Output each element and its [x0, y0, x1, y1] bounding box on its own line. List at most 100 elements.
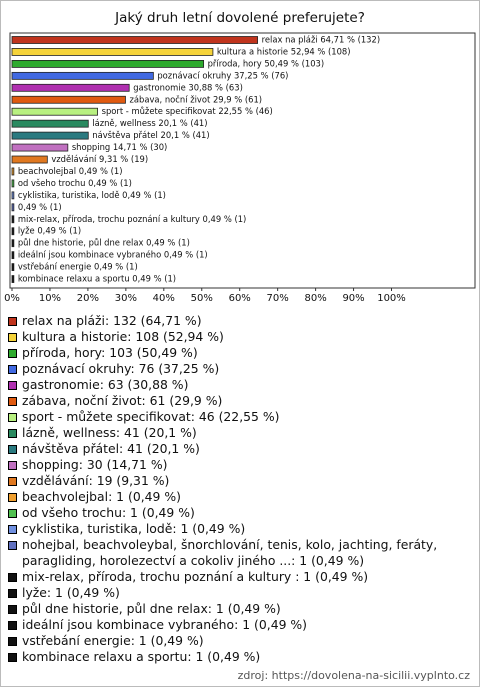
x-tick-label: 50% — [191, 293, 213, 304]
legend-item: nohejbal, beachvoleybal, šnorchlování, t… — [8, 537, 472, 569]
legend-label: poznávací okruhy: 76 (37,25 %) — [22, 361, 220, 376]
legend-label: nohejbal, beachvoleybal, šnorchlování, t… — [22, 537, 438, 568]
bar — [11, 251, 15, 260]
legend: relax na pláži: 132 (64,71 %) kultura a h… — [8, 313, 472, 665]
legend-swatch — [8, 365, 17, 374]
bar-label: návštěva přátel 20,1 % (41) — [92, 130, 209, 140]
legend-label: sport - můžete specifikovat: 46 (22,55 %… — [22, 409, 280, 424]
legend-label: cyklistika, turistika, lodě: 1 (0,49 %) — [22, 521, 246, 536]
bar — [11, 203, 15, 212]
legend-item: mix-relax, příroda, trochu poznání a kul… — [8, 569, 472, 585]
bar-label: ideální jsou kombinace vybraného 0,49 % … — [18, 250, 208, 260]
legend-swatch — [8, 413, 17, 422]
legend-item: cyklistika, turistika, lodě: 1 (0,49 %) — [8, 521, 472, 537]
legend-label: příroda, hory: 103 (50,49 %) — [22, 345, 198, 360]
legend-label: kultura a historie: 108 (52,94 %) — [22, 329, 224, 344]
bar — [11, 227, 15, 236]
legend-swatch — [8, 445, 17, 454]
bar-label: poznávací okruhy 37,25 % (76) — [157, 70, 288, 80]
legend-item: kultura a historie: 108 (52,94 %) — [8, 329, 472, 345]
legend-swatch — [8, 653, 17, 662]
bar-label: příroda, hory 50,49 % (103) — [208, 58, 325, 68]
legend-swatch — [8, 461, 17, 470]
bar — [11, 48, 214, 56]
bar — [11, 107, 98, 116]
source: zdroj: https://dovolena-na-sicilii.vypln… — [237, 669, 470, 682]
legend-label: vzdělávání: 19 (9,31 %) — [22, 473, 170, 488]
bar — [11, 167, 15, 176]
legend-item: beachvolejbal: 1 (0,49 %) — [8, 489, 472, 505]
bar-label: gastronomie 30,88 % (63) — [133, 82, 243, 92]
legend-swatch — [8, 541, 17, 550]
bar-label: cyklistika, turistika, lodě 0,49 % (1) — [18, 190, 166, 200]
bar — [11, 95, 126, 104]
legend-item: vzdělávání: 19 (9,31 %) — [8, 473, 472, 489]
legend-swatch — [8, 397, 17, 406]
bar — [11, 191, 15, 200]
legend-swatch — [8, 509, 17, 518]
bar — [11, 179, 15, 188]
legend-item: půl dne historie, půl dne relax: 1 (0,49… — [8, 601, 472, 617]
legend-label: mix-relax, příroda, trochu poznání a kul… — [22, 569, 369, 584]
legend-item: ideální jsou kombinace vybraného: 1 (0,4… — [8, 617, 472, 633]
legend-item: lyže: 1 (0,49 %) — [8, 585, 472, 601]
bar — [11, 155, 48, 164]
legend-label: vstřebání energie: 1 (0,49 %) — [22, 633, 204, 648]
legend-item: příroda, hory: 103 (50,49 %) — [8, 345, 472, 361]
legend-label: návštěva přátel: 41 (20,1 %) — [22, 441, 200, 456]
legend-item: lázně, wellness: 41 (20,1 %) — [8, 425, 472, 441]
legend-label: relax na pláži: 132 (64,71 %) — [22, 313, 202, 328]
legend-item: poznávací okruhy: 76 (37,25 %) — [8, 361, 472, 377]
legend-label: beachvolejbal: 1 (0,49 %) — [22, 489, 181, 504]
legend-swatch — [8, 381, 17, 390]
bar-label: shopping 14,71 % (30) — [72, 142, 168, 152]
x-tick-label: 70% — [267, 293, 289, 304]
bar-label: lyže 0,49 % (1) — [18, 226, 81, 236]
legend-item: vstřebání energie: 1 (0,49 %) — [8, 633, 472, 649]
legend-item: shopping: 30 (14,71 %) — [8, 457, 472, 473]
legend-swatch — [8, 477, 17, 486]
legend-label: lyže: 1 (0,49 %) — [22, 585, 120, 600]
bar — [11, 143, 69, 152]
legend-item: návštěva přátel: 41 (20,1 %) — [8, 441, 472, 457]
bar-label: kultura a historie 52,94 % (108) — [217, 46, 351, 56]
bar — [11, 239, 15, 248]
legend-item: od všeho trochu: 1 (0,49 %) — [8, 505, 472, 521]
legend-label: kombinace relaxu a sportu: 1 (0,49 %) — [22, 649, 261, 664]
legend-label: lázně, wellness: 41 (20,1 %) — [22, 425, 197, 440]
legend-swatch — [8, 493, 17, 502]
legend-swatch — [8, 589, 17, 598]
legend-swatch — [8, 317, 17, 326]
x-tick-label: 80% — [304, 293, 326, 304]
legend-label: od všeho trochu: 1 (0,49 %) — [22, 505, 195, 520]
chart-title: Jaký druh letní dovolené preferujete? — [114, 10, 365, 26]
legend-label: ideální jsou kombinace vybraného: 1 (0,4… — [22, 617, 308, 632]
bar-label: od všeho trochu 0,49 % (1) — [18, 178, 132, 188]
legend-item: gastronomie: 63 (30,88 %) — [8, 377, 472, 393]
legend-swatch — [8, 349, 17, 358]
x-tick-label: 10% — [39, 293, 61, 304]
bar — [11, 71, 154, 80]
bar-label: lázně, wellness 20,1 % (41) — [92, 118, 207, 128]
bar-label: vzdělávání 9,31 % (19) — [51, 154, 148, 164]
x-tick-label: 20% — [77, 293, 99, 304]
legend-swatch — [8, 429, 17, 438]
bar — [11, 60, 205, 68]
x-tick-label: 0% — [4, 293, 20, 304]
legend-item: kombinace relaxu a sportu: 1 (0,49 %) — [8, 649, 472, 665]
bar — [11, 36, 258, 44]
bar-label: zábava, noční život 29,9 % (61) — [129, 94, 262, 104]
legend-label: půl dne historie, půl dne relax: 1 (0,49… — [22, 601, 281, 616]
legend-label: shopping: 30 (14,71 %) — [22, 457, 168, 472]
bar-label: 0,49 % (1) — [18, 202, 62, 212]
legend-item: sport - můžete specifikovat: 46 (22,55 %… — [8, 409, 472, 425]
bar — [11, 215, 15, 224]
legend-swatch — [8, 573, 17, 582]
legend-item: relax na pláži: 132 (64,71 %) — [8, 313, 472, 329]
bar — [11, 131, 89, 140]
bar — [11, 275, 15, 283]
chart: Jaký druh letní dovolené preferujete? 0%… — [4, 10, 476, 304]
bar-label: vstřebání energie 0,49 % (1) — [18, 262, 138, 272]
x-tick-label: 100% — [377, 293, 406, 304]
plot-frame — [9, 32, 476, 289]
